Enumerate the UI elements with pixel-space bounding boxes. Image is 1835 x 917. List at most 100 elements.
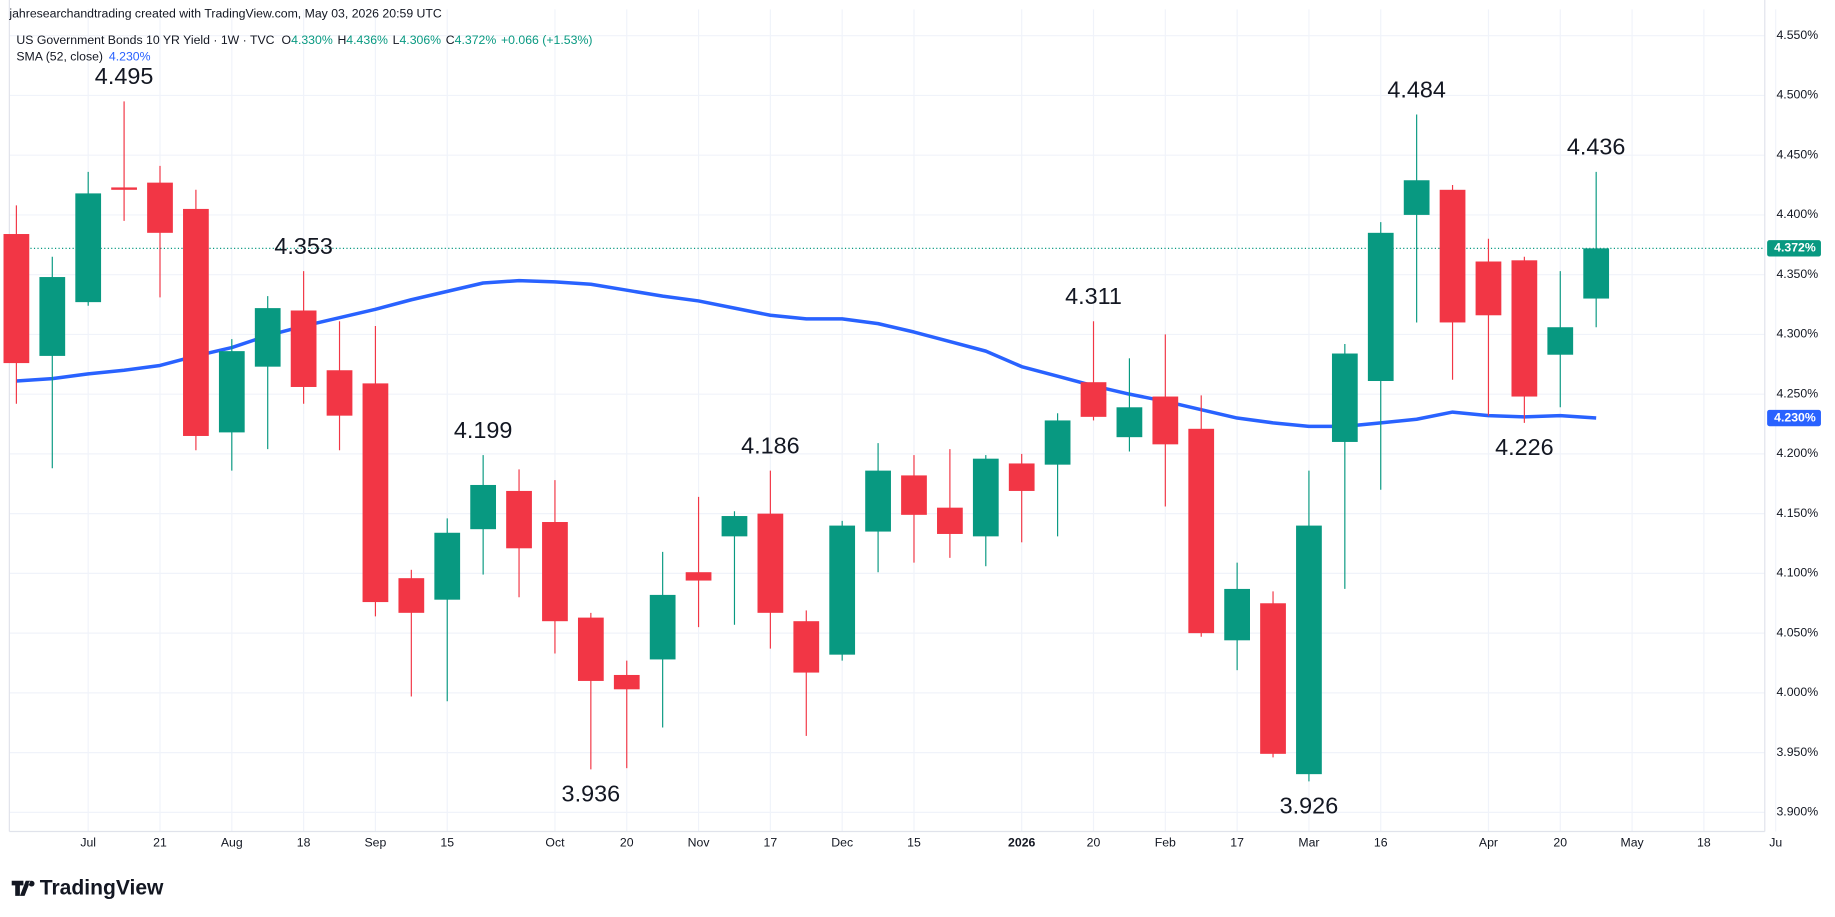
candle-body [183,208,209,436]
y-tick-label: 3.900% [1776,805,1818,819]
pivot-label: 3.926 [1280,792,1339,818]
candle-body [470,484,497,530]
candle-body [1080,382,1107,417]
x-tick-label: Ju [1769,835,1782,849]
x-tick-label: Apr [1479,835,1498,849]
candle-body [1188,428,1215,634]
candle-body [829,525,856,655]
x-tick-label: Jul [80,835,96,849]
legend-value: 4.372% [455,33,497,47]
pivot-label: 4.495 [95,63,154,89]
logo-icon [11,880,35,896]
candle-body [1367,232,1394,382]
legend-value: 4.436% [346,33,388,47]
candle-body [721,516,748,537]
candle-body [1439,189,1466,323]
pivot-label: 3.936 [562,780,621,806]
header: jahresearchandtrading created with Tradi… [8,6,442,20]
sma-layer [16,278,1597,429]
candle-body [3,234,30,364]
candle-body [1224,588,1251,641]
x-tick-label: 21 [153,835,167,849]
y-tick-label: 4.450% [1776,147,1818,161]
candle-body [1511,260,1538,397]
sma-price-tag-bg [1767,409,1821,427]
sma-line [16,278,1597,429]
legend-key: L [393,33,400,47]
candle-body [434,532,461,600]
candle-body [1296,525,1322,775]
candle-body [147,182,173,233]
legend-value: 4.306% [399,33,441,47]
pivot-label: 4.186 [741,432,800,458]
pivot-label: 4.353 [274,233,333,259]
legend: US Government Bonds 10 YR Yield · 1W · T… [16,33,592,47]
candle-body [865,470,891,532]
y-tick-label: 3.950% [1776,745,1818,759]
candle-body [1331,353,1358,442]
legend-key: H [337,33,346,47]
candle-body [613,674,640,690]
x-tick-label: 20 [1553,835,1567,849]
candle-body [542,522,568,622]
candle-body [1475,261,1502,316]
y-tick-label: 4.300% [1776,327,1818,341]
last-price-tag-bg [1767,240,1821,257]
candle-body [757,513,784,613]
candle-body [1547,327,1574,355]
candle-body [506,490,532,549]
labels: 3.900% 3.950% 4.000% 4.050% 4.100% 4.150% 4.20… [80,28,1821,849]
y-tick-label: 4.100% [1776,566,1818,580]
candle-body [1260,603,1286,754]
x-tick-label: Dec [831,835,853,849]
candle-body [1152,396,1179,445]
sma-name: SMA (52, close) [16,50,103,64]
x-tick-label: 20 [1087,835,1101,849]
x-tick-label: Aug [221,835,243,849]
y-tick-label: 4.550% [1776,28,1818,42]
y-tick-label: 4.000% [1776,685,1818,699]
candle-body [362,383,389,603]
y-tick-label: 4.350% [1776,267,1818,281]
y-tick-label: 4.050% [1776,625,1818,639]
candle-body [1008,463,1035,491]
legend-value: 4.330% [291,33,333,47]
logo-text: TradingView [40,876,164,899]
x-tick-label: Nov [688,835,711,849]
y-tick-label: 4.500% [1776,88,1818,102]
sma-value: 4.230% [109,50,151,64]
candle-body [793,621,820,673]
pivot-label: 4.226 [1495,434,1554,460]
y-tick-label: 4.200% [1776,446,1818,460]
candle-body [39,277,66,356]
grid [8,0,1777,833]
candle-body [1403,180,1430,215]
legend-key: O [282,33,292,47]
pivot-label: 4.484 [1387,76,1446,102]
sma-price-tag: 4.230% [1774,410,1816,424]
legend-change: +0.066 (+1.53%) [501,33,592,47]
logo: TradingView [11,876,164,899]
candle-body [972,458,999,537]
candle-body [1116,407,1143,438]
x-tick-label: 18 [297,835,311,849]
candle-body [111,187,137,190]
candle-body [254,308,281,367]
candle-body [901,475,927,515]
y-tick-label: 4.150% [1776,506,1818,520]
y-tick-label: 4.400% [1776,207,1818,221]
x-tick-label: 18 [1697,835,1711,849]
pivot-label: 4.436 [1567,134,1626,160]
candle-body [649,594,676,660]
x-tick-label: 15 [907,835,921,849]
symbol: US Government Bonds 10 YR Yield · 1W · T… [16,33,274,47]
y-tick-label: 4.250% [1776,386,1818,400]
x-tick-label: 2026 [1008,835,1035,849]
x-tick-label: Sep [365,835,387,849]
x-tick-label: 15 [440,835,454,849]
candle-body [326,370,353,416]
last-price-tag: 4.372% [1774,241,1816,255]
x-tick-label: Mar [1298,835,1319,849]
x-tick-label: 20 [620,835,634,849]
legend-key: C [446,33,455,47]
